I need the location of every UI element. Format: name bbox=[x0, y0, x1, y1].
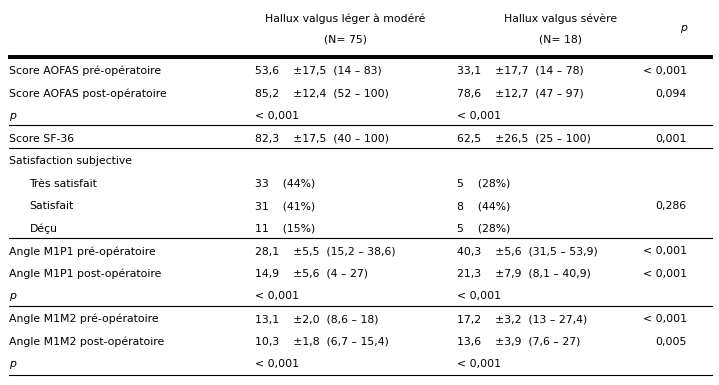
Text: Score AOFAS post-opératoire: Score AOFAS post-opératoire bbox=[9, 88, 167, 99]
Text: Angle M1M2 pré-opératoire: Angle M1M2 pré-opératoire bbox=[9, 314, 159, 324]
Text: Satisfaction subjective: Satisfaction subjective bbox=[9, 156, 132, 166]
Text: 17,2    ±3,2  (13 – 27,4): 17,2 ±3,2 (13 – 27,4) bbox=[457, 314, 587, 324]
Text: 85,2    ±12,4  (52 – 100): 85,2 ±12,4 (52 – 100) bbox=[255, 89, 389, 99]
Text: Hallux valgus sévère: Hallux valgus sévère bbox=[504, 13, 618, 24]
Text: < 0,001: < 0,001 bbox=[457, 359, 500, 369]
Text: p: p bbox=[9, 291, 17, 301]
Text: < 0,001: < 0,001 bbox=[643, 246, 687, 256]
Text: Angle M1M2 post-opératoire: Angle M1M2 post-opératoire bbox=[9, 336, 165, 347]
Text: Très satisfait: Très satisfait bbox=[29, 179, 97, 189]
Text: < 0,001: < 0,001 bbox=[255, 291, 299, 301]
Text: < 0,001: < 0,001 bbox=[255, 111, 299, 121]
Text: 11    (15%): 11 (15%) bbox=[255, 224, 316, 234]
Text: 31    (41%): 31 (41%) bbox=[255, 201, 316, 211]
Text: Score SF-36: Score SF-36 bbox=[9, 134, 75, 144]
Text: 33,1    ±17,7  (14 – 78): 33,1 ±17,7 (14 – 78) bbox=[457, 66, 583, 76]
Text: Satisfait: Satisfait bbox=[29, 201, 74, 211]
Text: 40,3    ±5,6  (31,5 – 53,9): 40,3 ±5,6 (31,5 – 53,9) bbox=[457, 246, 597, 256]
Text: 62,5    ±26,5  (25 – 100): 62,5 ±26,5 (25 – 100) bbox=[457, 134, 590, 144]
Text: 21,3    ±7,9  (8,1 – 40,9): 21,3 ±7,9 (8,1 – 40,9) bbox=[457, 269, 590, 279]
Text: 8    (44%): 8 (44%) bbox=[457, 201, 510, 211]
Text: < 0,001: < 0,001 bbox=[643, 269, 687, 279]
Text: p: p bbox=[9, 111, 17, 121]
Text: 28,1    ±5,5  (15,2 – 38,6): 28,1 ±5,5 (15,2 – 38,6) bbox=[255, 246, 396, 256]
Text: 14,9    ±5,6  (4 – 27): 14,9 ±5,6 (4 – 27) bbox=[255, 269, 368, 279]
Text: 0,094: 0,094 bbox=[656, 89, 687, 99]
Text: Angle M1P1 pré-opératoire: Angle M1P1 pré-opératoire bbox=[9, 246, 156, 256]
Text: Déçu: Déçu bbox=[29, 224, 58, 234]
Text: 53,6    ±17,5  (14 – 83): 53,6 ±17,5 (14 – 83) bbox=[255, 66, 382, 76]
Text: Hallux valgus léger à modéré: Hallux valgus léger à modéré bbox=[265, 13, 426, 24]
Text: 10,3    ±1,8  (6,7 – 15,4): 10,3 ±1,8 (6,7 – 15,4) bbox=[255, 336, 389, 346]
Text: < 0,001: < 0,001 bbox=[457, 111, 500, 121]
Text: 0,001: 0,001 bbox=[655, 134, 687, 144]
Text: 5    (28%): 5 (28%) bbox=[457, 224, 510, 234]
Text: 5    (28%): 5 (28%) bbox=[457, 179, 510, 189]
Text: < 0,001: < 0,001 bbox=[255, 359, 299, 369]
Text: < 0,001: < 0,001 bbox=[643, 314, 687, 324]
Text: 13,6    ±3,9  (7,6 – 27): 13,6 ±3,9 (7,6 – 27) bbox=[457, 336, 580, 346]
Text: < 0,001: < 0,001 bbox=[643, 66, 687, 76]
Text: 13,1    ±2,0  (8,6 – 18): 13,1 ±2,0 (8,6 – 18) bbox=[255, 314, 379, 324]
Text: (N= 75): (N= 75) bbox=[324, 35, 367, 45]
Text: 78,6    ±12,7  (47 – 97): 78,6 ±12,7 (47 – 97) bbox=[457, 89, 583, 99]
Text: p: p bbox=[9, 359, 17, 369]
Text: (N= 18): (N= 18) bbox=[539, 35, 582, 45]
Text: 0,005: 0,005 bbox=[655, 336, 687, 346]
Text: Score AOFAS pré-opératoire: Score AOFAS pré-opératoire bbox=[9, 66, 162, 76]
Text: < 0,001: < 0,001 bbox=[457, 291, 500, 301]
Text: 82,3    ±17,5  (40 – 100): 82,3 ±17,5 (40 – 100) bbox=[255, 134, 389, 144]
Text: 33    (44%): 33 (44%) bbox=[255, 179, 316, 189]
Text: p: p bbox=[679, 23, 687, 33]
Text: Angle M1P1 post-opératoire: Angle M1P1 post-opératoire bbox=[9, 269, 162, 279]
Text: 0,286: 0,286 bbox=[656, 201, 687, 211]
